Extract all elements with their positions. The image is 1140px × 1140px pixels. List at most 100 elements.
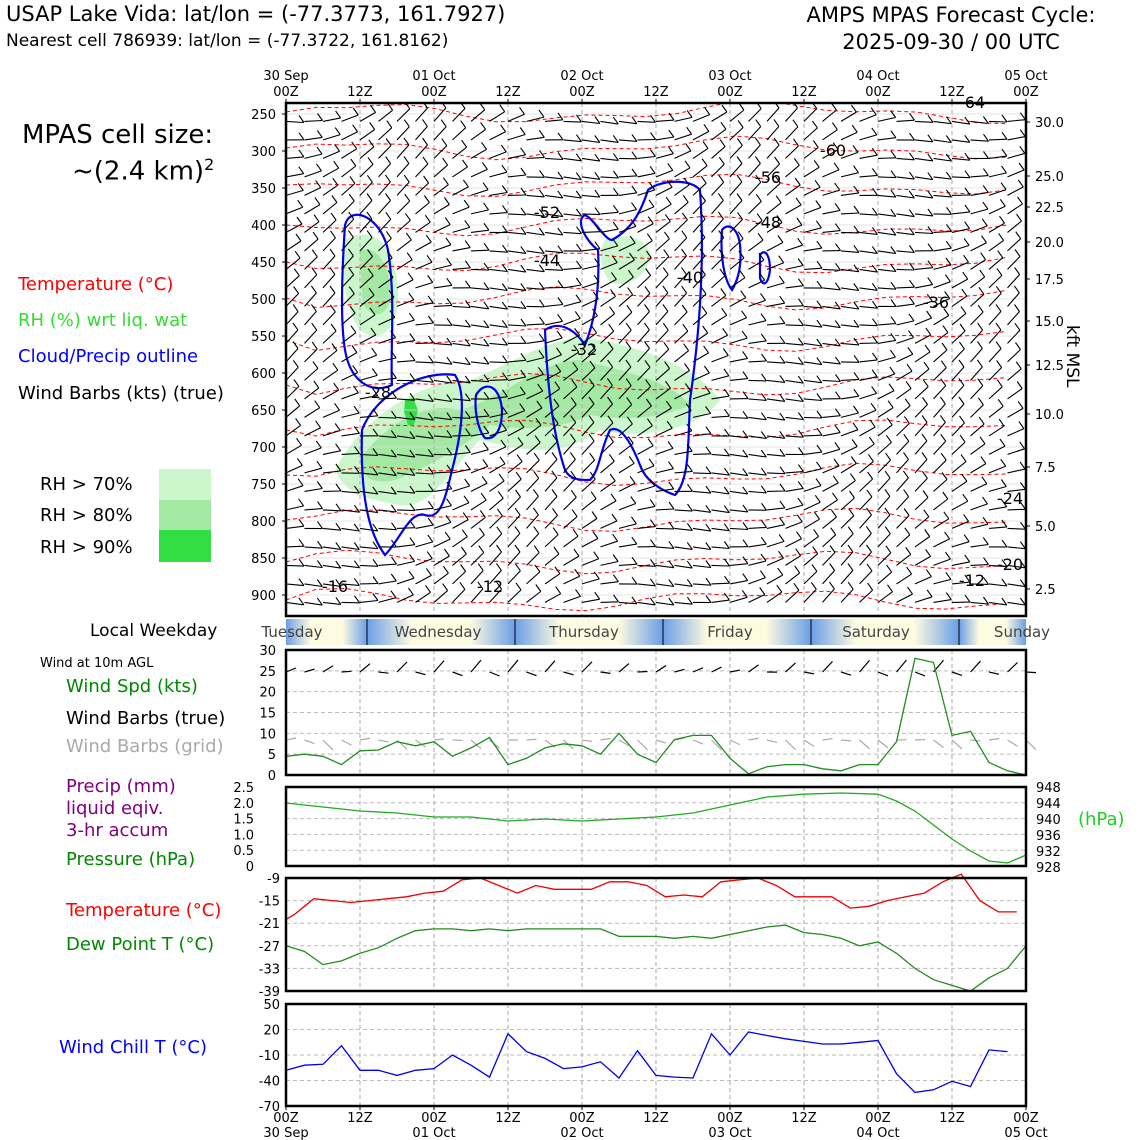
wind-barb	[415, 574, 432, 585]
wind-barb-flag	[816, 427, 823, 436]
wind-barb	[378, 453, 397, 458]
wind-barb	[655, 368, 670, 381]
wind-barb-flag	[386, 120, 393, 129]
wind-barb-flag	[409, 554, 416, 562]
wind-barb	[914, 368, 930, 381]
wind-barb-flag	[832, 492, 838, 501]
wind-barb	[415, 322, 434, 326]
wind-barb-flag	[557, 209, 564, 217]
wind-barb-true	[1007, 662, 1018, 673]
wind-barb-flag	[847, 544, 854, 553]
wind-barb	[822, 129, 838, 141]
wind-barb	[766, 398, 785, 402]
wind-barb-flag	[742, 449, 749, 458]
wind-barb	[396, 416, 415, 421]
wind-barb	[803, 379, 822, 384]
wind-barb	[563, 595, 581, 603]
wind-barb	[970, 242, 987, 252]
wind-barb	[766, 435, 785, 439]
wind-barb-flag	[366, 230, 373, 238]
wind-barb	[470, 516, 486, 529]
wind-barb	[600, 403, 613, 418]
wind-barb-flag	[700, 193, 706, 202]
windchill-label: Wind Chill T (°C)	[59, 1037, 207, 1058]
top-hour-label: 12Z	[347, 85, 373, 100]
wind-barb	[933, 157, 952, 162]
wind-barb-flag	[442, 565, 449, 574]
wind-barb	[933, 558, 951, 566]
wind-barb	[970, 583, 989, 585]
wind-barb-flag	[427, 374, 434, 383]
wind-barb-flag	[520, 301, 527, 309]
wind-barb-flag	[591, 511, 598, 519]
wind-barb-flag	[723, 448, 730, 457]
wind-barb-flag	[428, 355, 434, 364]
wind-barb	[433, 126, 447, 141]
wind-barb-flag	[335, 110, 342, 119]
wind-barb-flag	[444, 217, 451, 225]
height-tick-label: 2.5	[1035, 583, 1056, 598]
wind-barb	[988, 120, 1008, 123]
wind-barb	[637, 485, 655, 492]
wind-barb	[415, 281, 433, 289]
wind-barb-flag	[964, 554, 971, 563]
wind-barb	[378, 580, 397, 585]
wind-barb	[396, 200, 411, 215]
wind-barb-flag	[792, 119, 799, 128]
wind-barb-flag	[848, 508, 855, 517]
wind-barb-flag	[483, 320, 490, 328]
wind-barb-flag	[627, 287, 634, 295]
wind-barb-flag	[371, 368, 378, 376]
wind-barb-flag	[631, 134, 638, 142]
wind-barb-flag	[316, 597, 323, 606]
wind-barb-flag	[853, 301, 860, 310]
wind-barb	[970, 348, 983, 363]
wind-barb	[766, 524, 785, 529]
wind-barb-flag	[349, 305, 356, 314]
wind-barb	[933, 247, 952, 252]
wind-barb	[803, 535, 819, 548]
wind-barb-flag	[297, 478, 304, 487]
wind-barb-flag	[815, 200, 822, 208]
wind-barb	[674, 150, 692, 159]
wind-barb-flag	[794, 565, 801, 574]
wind-barb	[803, 108, 818, 122]
wind-barb-flag	[779, 500, 786, 509]
wind-barb-flag	[686, 423, 693, 432]
wind-barb-flag	[352, 385, 359, 394]
wind-barb	[748, 453, 767, 458]
wind-barb-grid	[600, 737, 611, 741]
wind-barb	[674, 255, 687, 270]
wind-barb	[933, 518, 950, 529]
wind-barb-flag	[759, 272, 766, 281]
wind-barb	[452, 416, 471, 419]
wind-barb-flag	[335, 597, 342, 605]
wind-barb-flag	[739, 270, 746, 279]
wind-barb	[933, 120, 952, 125]
wind-barb	[433, 204, 450, 215]
wind-barb-flag	[464, 240, 471, 248]
wind-barb-flag	[1017, 179, 1024, 188]
wind-barb-true	[359, 663, 371, 673]
wind-barb	[674, 184, 690, 196]
precip-tick: 2.5	[233, 781, 254, 796]
top-hour-label: 00Z	[717, 85, 743, 100]
wind-barb	[951, 422, 965, 437]
wind-barb-flag	[816, 444, 823, 453]
wind-barb	[396, 453, 415, 458]
wind-barb	[563, 440, 576, 455]
wind-barb-flag	[939, 396, 946, 405]
wind-barb	[655, 508, 675, 511]
wind-barb	[1025, 546, 1026, 548]
wind-barb-flag	[887, 584, 893, 593]
wind-barb	[785, 145, 799, 159]
wind-barb-flag	[573, 548, 580, 557]
wind-barb	[896, 423, 910, 437]
wind-barb	[822, 588, 835, 603]
wind-barb-flag	[315, 440, 322, 449]
wind-barb-flag	[649, 149, 656, 157]
wind-barb	[618, 482, 636, 492]
height-tick-label: 15.0	[1035, 315, 1064, 330]
wind-barb	[674, 470, 693, 474]
wind-barbs-true-label: Wind Barbs (true)	[66, 708, 226, 729]
